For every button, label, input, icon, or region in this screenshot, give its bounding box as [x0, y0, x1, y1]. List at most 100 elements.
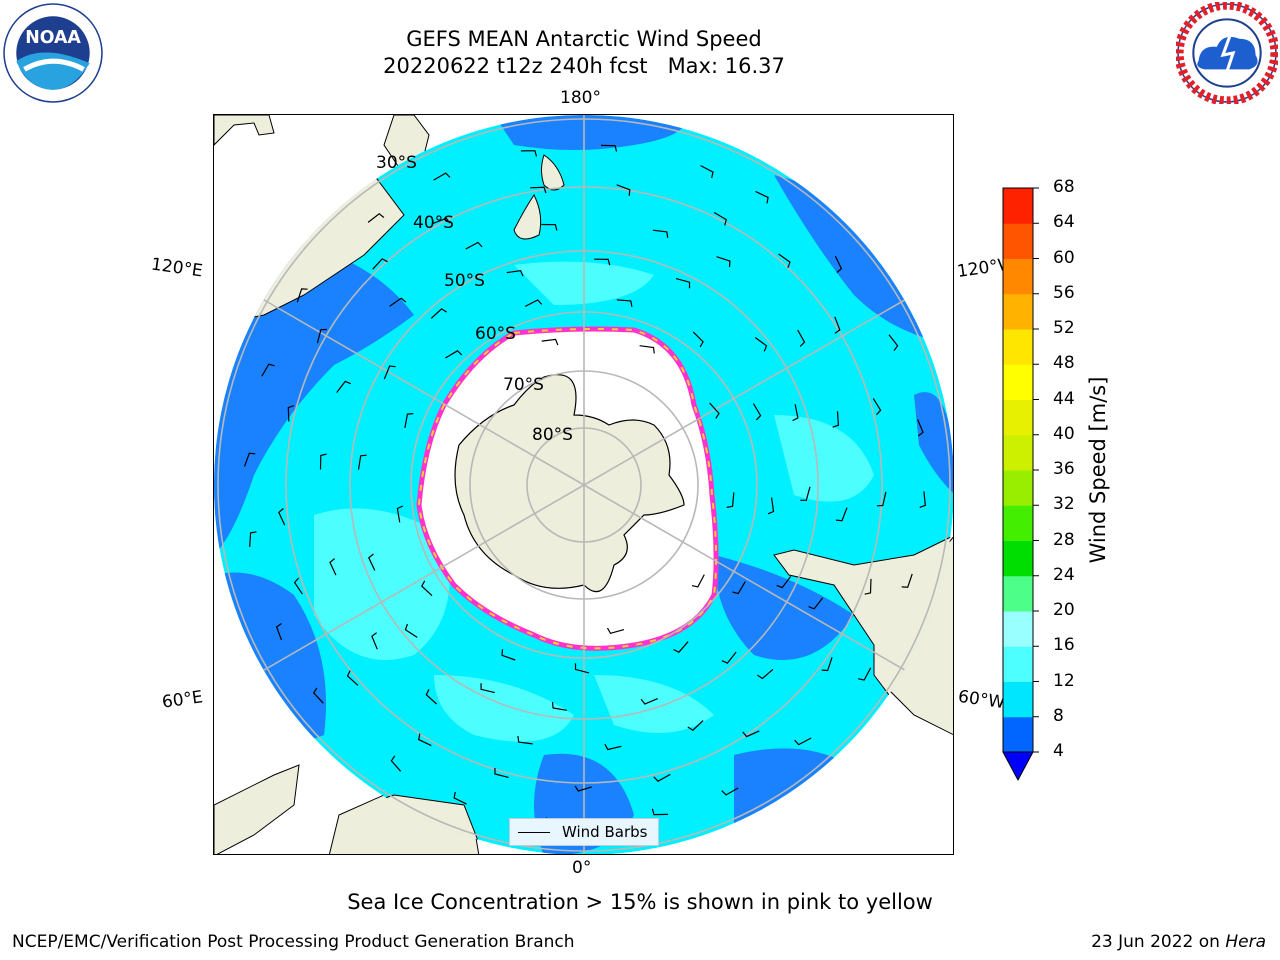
colorbar-segment	[1003, 681, 1033, 718]
wind-barb	[453, 791, 467, 805]
wind-barb	[616, 299, 633, 307]
wind-barb	[336, 380, 352, 393]
sea-ice-edge-yellow	[417, 328, 718, 650]
wind-barb	[278, 508, 286, 526]
wind-barb	[834, 316, 841, 334]
wind-barb	[261, 363, 275, 377]
wind-barb	[389, 297, 407, 307]
wind-barb	[425, 689, 438, 705]
wind-barb	[594, 258, 611, 266]
lon-label-60w: 60°W	[956, 686, 1007, 714]
wind-barb	[372, 258, 388, 270]
lat-label-60s: 60°S	[475, 324, 516, 344]
lat-label-80s: 80°S	[532, 425, 573, 445]
wind-barb	[404, 623, 418, 638]
wind-barb	[872, 398, 882, 416]
wind-barb	[835, 507, 848, 522]
footer-branch: NCEP/EMC/Verification Post Processing Pr…	[12, 932, 575, 952]
wind-barb	[834, 255, 843, 274]
polar-map: 30°S 40°S 50°S 60°S 70°S 80°S Wind Barbs	[213, 114, 954, 855]
colorbar-tick-label: 24	[1053, 564, 1075, 585]
lat-label-30s: 30°S	[376, 153, 417, 173]
wind-barb	[876, 491, 887, 507]
polar-map-canvas	[214, 115, 953, 854]
wind-barb	[652, 229, 669, 238]
colorbar	[1002, 187, 1039, 782]
wind-barb	[574, 785, 592, 792]
wind-barb	[917, 419, 924, 437]
land-antarctica	[454, 374, 685, 593]
wind-barb	[792, 404, 799, 422]
wind-barb	[371, 632, 378, 650]
colorbar-tick-label: 20	[1053, 600, 1075, 620]
wind-barb	[404, 413, 414, 429]
wind-barb	[754, 337, 768, 352]
wind-barb	[574, 663, 590, 674]
wind-barb	[721, 651, 737, 664]
colorbar-segment	[1003, 434, 1033, 471]
colorbar-segment	[1003, 399, 1033, 436]
colorbar-tick-label: 32	[1053, 494, 1075, 515]
land-madagascar	[214, 764, 300, 854]
wind-barb	[673, 641, 689, 653]
colorbar-tick-label: 48	[1053, 353, 1075, 374]
wind-barb	[421, 580, 433, 597]
wind-barb	[639, 345, 655, 354]
footer-date-text: 23 Jun 2022 on	[1091, 932, 1226, 952]
colorbar-segments	[1003, 188, 1033, 753]
colorbar-segment	[1003, 540, 1033, 577]
wind-barb	[675, 278, 691, 289]
wind-barb	[757, 668, 774, 680]
colorbar-tick-label: 52	[1053, 318, 1075, 338]
colorbar-tick-label: 12	[1053, 670, 1075, 691]
map-legend: Wind Barbs	[509, 818, 659, 846]
lat-label-50s: 50°S	[444, 271, 485, 291]
wind-barb	[601, 144, 618, 152]
colorbar-extend-triangle	[1002, 751, 1034, 782]
wind-barb	[752, 403, 762, 421]
colorbar-segment	[1003, 505, 1033, 541]
title-line-1: GEFS MEAN Antarctic Wind Speed	[406, 27, 762, 51]
colorbar-tick-label: 8	[1053, 705, 1064, 726]
wind-barb	[275, 623, 283, 641]
colorbar-label: Wind Speed [m/s]	[1086, 376, 1110, 564]
wind-barb	[687, 720, 704, 731]
colorbar-tick-label: 40	[1053, 423, 1075, 444]
colorbar-tick-label: 64	[1053, 212, 1075, 233]
wind-barb	[616, 184, 631, 196]
wind-barb-legend-label: Wind Barbs	[562, 823, 648, 841]
colorbar-segment	[1003, 364, 1033, 400]
wind-barb	[480, 683, 495, 694]
wind-barb	[716, 256, 731, 268]
wind-barb	[832, 411, 840, 428]
colorbar-tick-label: 44	[1053, 388, 1075, 409]
footer-machine: Hera	[1225, 932, 1266, 952]
sea-ice-note: Sea Ice Concentration > 15% is shown in …	[347, 890, 933, 914]
colorbar-tick-label: 68	[1053, 177, 1075, 197]
wind-barb	[357, 454, 367, 470]
wind-barb	[551, 701, 567, 711]
wind-barb	[651, 808, 669, 816]
wind-barb	[800, 486, 811, 501]
wind-barb	[433, 172, 451, 181]
wind-barb	[732, 581, 746, 595]
wind-barb	[700, 165, 714, 179]
wind-barb	[778, 253, 791, 268]
colorbar-tick-label: 4	[1053, 741, 1064, 761]
wind-barb	[390, 755, 402, 772]
wind-barb	[691, 574, 705, 588]
title-line-2: 20220622 t12z 240h fcst Max: 16.37	[383, 54, 785, 78]
wind-barb	[249, 531, 257, 547]
wind-barb	[858, 667, 872, 681]
colorbar-tick-label: 36	[1053, 459, 1075, 479]
wind-barb-legend-line	[518, 831, 550, 833]
wind-barb	[501, 649, 516, 661]
wind-barb	[517, 736, 533, 745]
wind-barb	[396, 505, 404, 523]
lon-label-0: 0°	[572, 858, 592, 878]
wind-field-4-8-north	[494, 115, 686, 150]
colorbar-segment	[1003, 293, 1033, 330]
wind-barb	[383, 365, 396, 380]
wind-barb	[541, 223, 558, 231]
wind-barb	[520, 150, 538, 157]
